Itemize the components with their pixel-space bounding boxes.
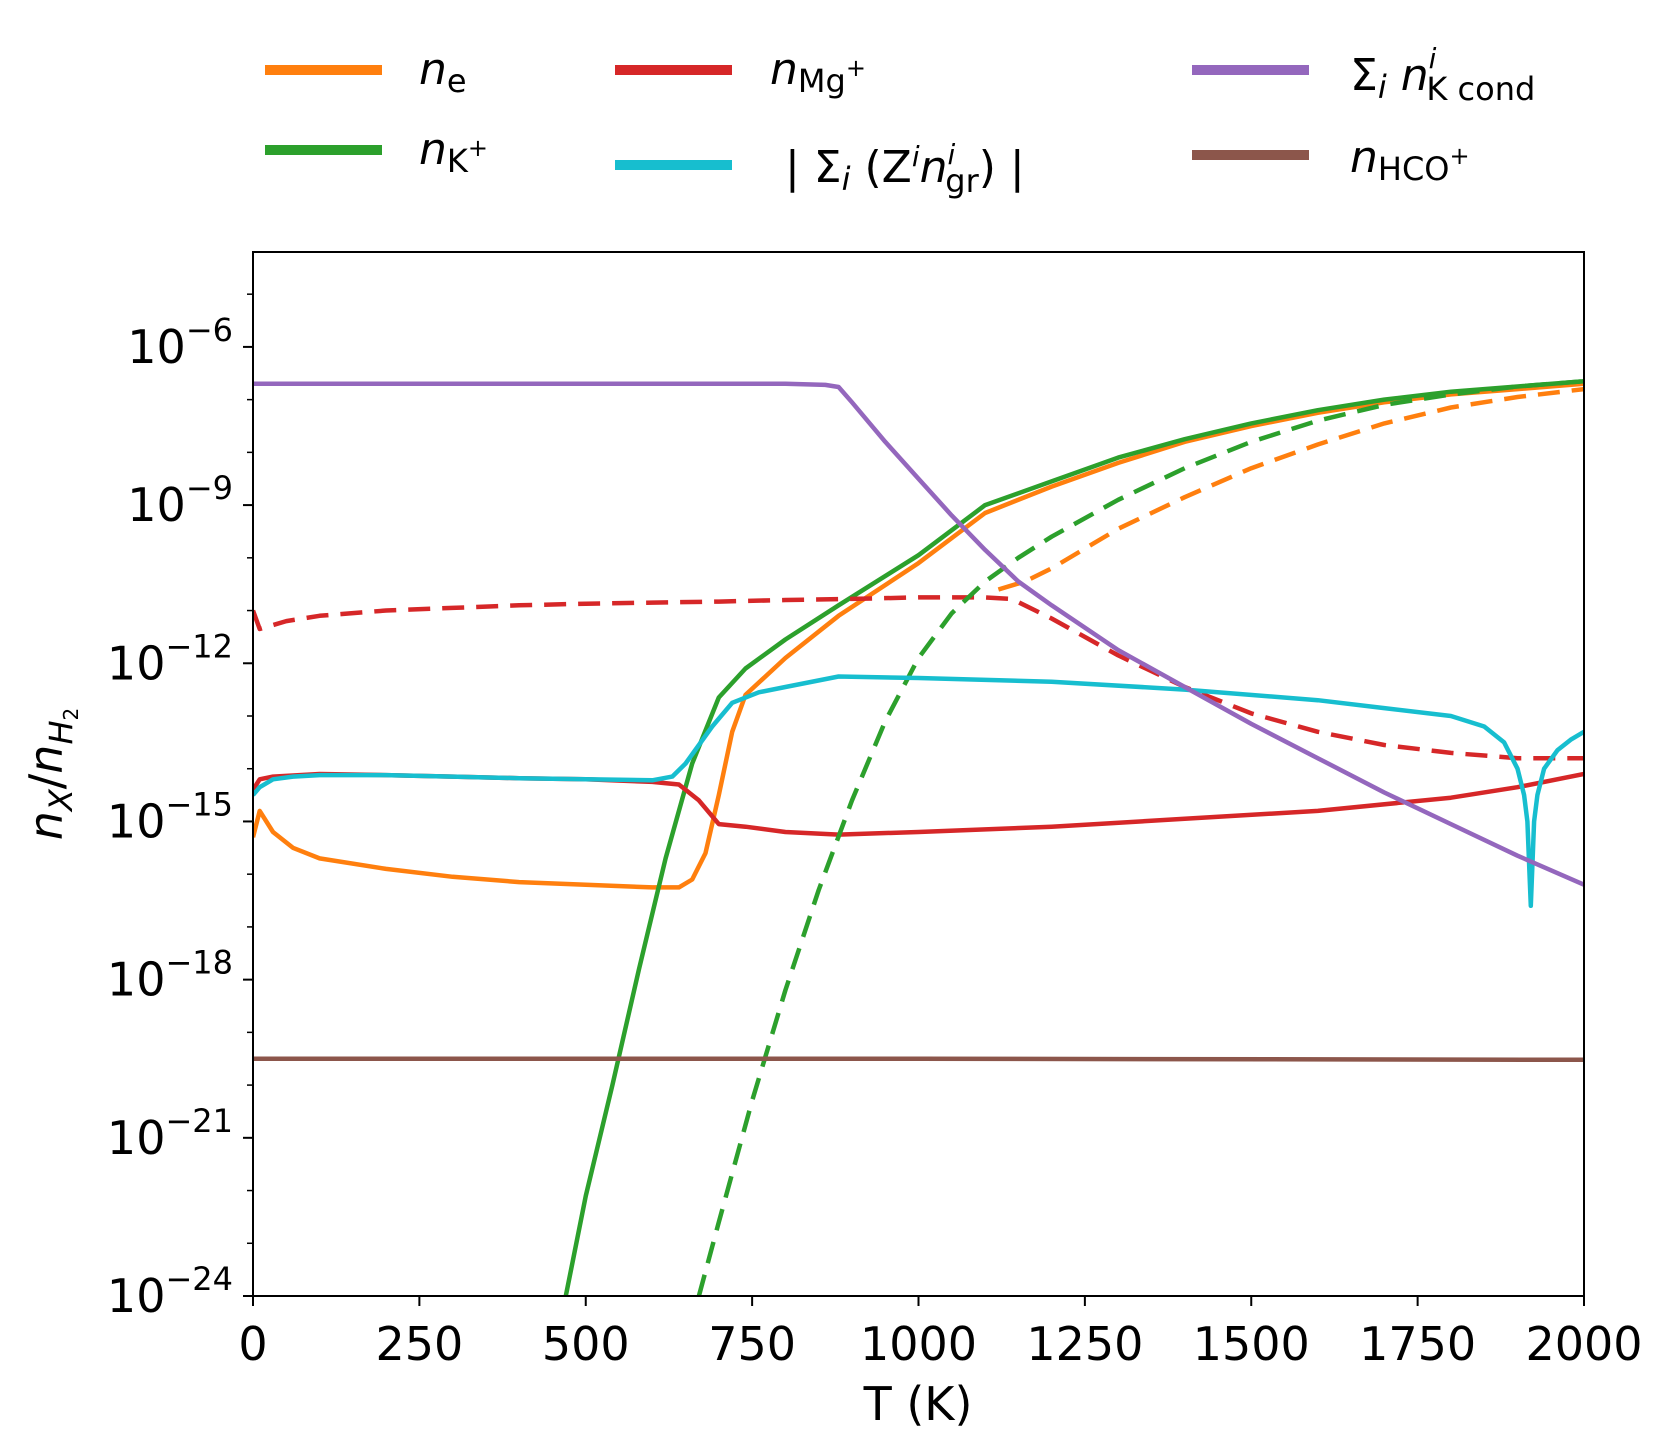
legend-label-nK: nK+: [419, 124, 488, 180]
x-tick-label: 2000: [1525, 1317, 1642, 1371]
y-tick-label: 10−9: [127, 469, 233, 532]
series-line-0: [253, 381, 1584, 890]
x-tick-label: 1500: [1193, 1317, 1310, 1371]
x-axis-label: T (K): [863, 1377, 973, 1431]
y-tick-label: 10−18: [107, 944, 233, 1007]
y-axis-label: nX/nH2: [19, 708, 83, 841]
x-tick-label: 250: [375, 1317, 463, 1371]
x-tick-label: 500: [542, 1317, 630, 1371]
series-line-5: [696, 378, 1584, 1296]
legend-label-nMg: nMg+: [770, 44, 866, 100]
series-line-8: [253, 1056, 1584, 1063]
series-layer: [253, 378, 1584, 1296]
series-line-3: [253, 595, 1584, 761]
series-line-1: [563, 378, 1584, 1296]
legend-label-nHCO: nHCO+: [1350, 132, 1470, 188]
legend-label-ngr: | Σi (Zini gr) |: [785, 138, 1025, 200]
plot-frame: [252, 251, 1585, 1297]
series-line-7: [253, 381, 1584, 887]
x-axis: 0 250 500 750 1000 1250 1500 1750 2000: [238, 1296, 1643, 1371]
series-line-6: [253, 674, 1584, 909]
legend-label-nKcond: Σi ni K cond: [1350, 42, 1535, 108]
y-tick-label: 10−12: [107, 627, 233, 690]
x-tick-label: 1250: [1026, 1317, 1143, 1371]
x-tick-label: 750: [708, 1317, 796, 1371]
legend-label-ne: ne: [419, 44, 467, 100]
series-line-2: [253, 771, 1584, 837]
legend: ne nK+ nMg+ | Σi (Zini gr) | Σi ni K cond …: [265, 42, 1535, 200]
x-tick-label: 1750: [1359, 1317, 1476, 1371]
x-tick-label: 0: [238, 1317, 267, 1371]
series-line-4: [997, 386, 1584, 592]
y-tick-label: 10−15: [107, 785, 233, 848]
y-tick-label: 10−24: [107, 1260, 233, 1323]
y-tick-label: 10−6: [127, 311, 233, 374]
x-tick-label: 1000: [860, 1317, 977, 1371]
y-axis: 10−24 10−21 10−18 10−15 10−12 10−9 10−6: [107, 293, 253, 1323]
y-tick-label: 10−21: [107, 1102, 233, 1165]
